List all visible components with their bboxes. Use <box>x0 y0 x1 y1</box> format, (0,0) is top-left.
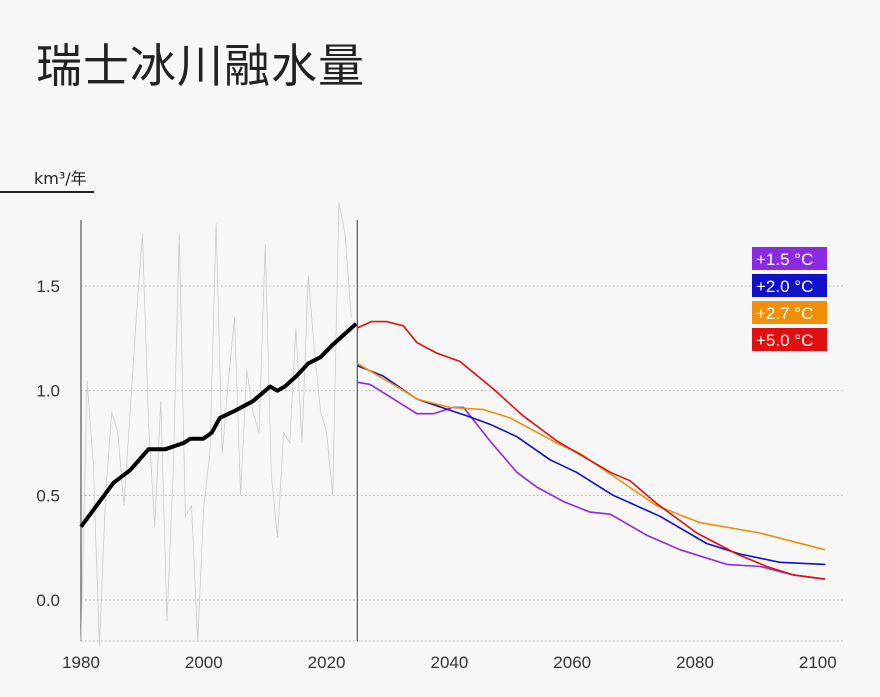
legend-label: +2.7 °C <box>756 304 813 323</box>
x-tick-label: 2080 <box>676 653 714 672</box>
y-axis-unit-label: km³/年 <box>34 169 87 188</box>
legend-label: +2.0 °C <box>756 277 813 296</box>
y-tick-label: 0.0 <box>36 591 60 610</box>
x-tick-label: 2100 <box>799 653 837 672</box>
y-tick-label: 1.5 <box>36 277 60 296</box>
y-tick-label: 0.5 <box>36 486 60 505</box>
x-tick-label: 2060 <box>553 653 591 672</box>
x-tick-label: 1980 <box>62 653 100 672</box>
legend-label: +1.5 °C <box>756 250 813 269</box>
legend-swatch <box>752 247 827 270</box>
series-line-27 <box>356 362 826 551</box>
legend-swatch <box>752 274 827 297</box>
x-tick-label: 2000 <box>185 653 223 672</box>
unit-underline <box>0 191 94 193</box>
legend-label: +5.0 °C <box>756 331 813 350</box>
x-tick-label: 2020 <box>308 653 346 672</box>
series-line-50 <box>356 320 826 580</box>
series-line-20 <box>357 364 826 566</box>
legend-swatch <box>752 328 827 351</box>
series-line-15 <box>357 381 825 580</box>
x-tick-label: 2040 <box>430 653 468 672</box>
chart-title: 瑞士冰川融水量 <box>36 39 365 93</box>
observed-trend-line <box>79 322 358 528</box>
y-tick-label: 1.0 <box>36 382 60 401</box>
legend-swatch <box>752 301 827 324</box>
